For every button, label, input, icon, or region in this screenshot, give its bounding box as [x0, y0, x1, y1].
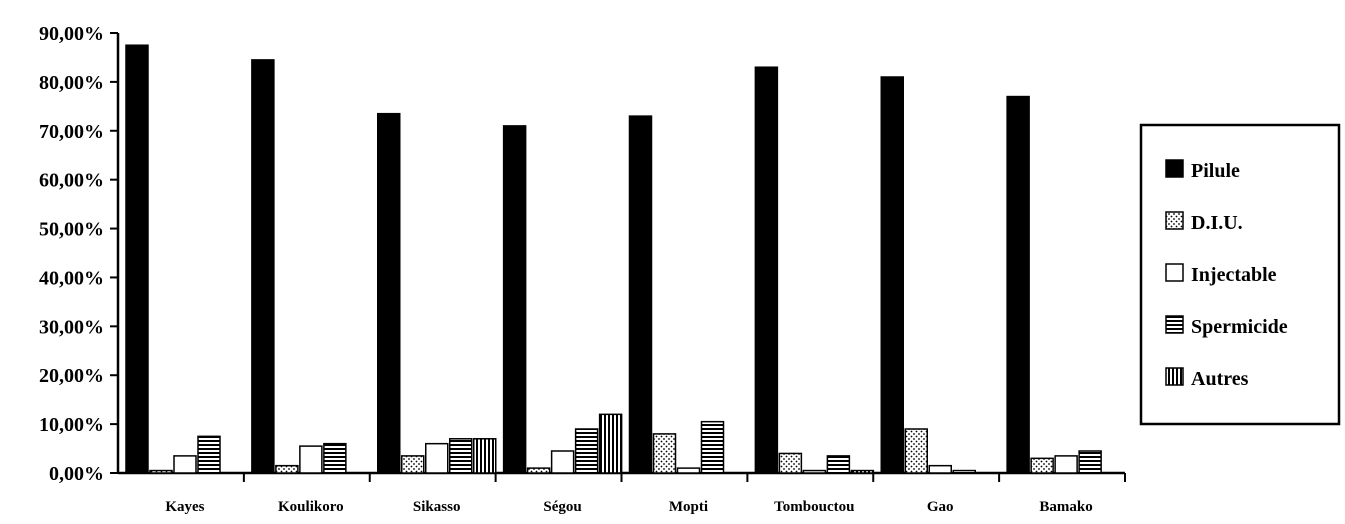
bar-injectable-0 — [173, 455, 197, 474]
bar-injectable-1 — [299, 445, 323, 474]
bar-pilule-3 — [502, 125, 527, 474]
bar-pilule-6 — [880, 76, 904, 474]
legend-label: D.I.U. — [1191, 212, 1243, 234]
bar-diu-4 — [652, 433, 677, 474]
x-tick-label: Sikasso — [413, 499, 461, 515]
bar-diu-2 — [401, 455, 425, 474]
legend-box — [1139, 123, 1341, 426]
bar-diu-7 — [1030, 457, 1054, 474]
x-tick-label: Koulikoro — [278, 499, 344, 515]
bar-autres-5 — [850, 469, 875, 474]
legend-label: Spermicide — [1191, 316, 1288, 338]
x-axis: Kayes Koulikoro Sikasso Ségou Mopti Tomboucto… — [118, 471, 1126, 515]
y-tick-label: 20,00% — [39, 365, 104, 387]
y-tick-label: 0,00% — [49, 463, 104, 485]
bar-diu-6 — [904, 428, 928, 474]
y-tick-label: 90,00% — [39, 23, 104, 45]
y-tick-label: 80,00% — [39, 72, 104, 94]
bar-diu-5 — [778, 452, 803, 474]
legend-swatch — [1165, 211, 1184, 230]
bar-spermicide-6 — [952, 469, 976, 474]
legend-swatch — [1165, 367, 1184, 386]
bar-pilule-5 — [754, 66, 779, 474]
legend-swatch — [1165, 159, 1184, 178]
legend-swatch — [1165, 263, 1184, 282]
y-tick-label: 70,00% — [39, 121, 104, 143]
bars — [125, 44, 1102, 474]
bar-autres-3 — [598, 413, 623, 474]
bar-injectable-6 — [928, 464, 952, 474]
y-axis: 0,00% 10,00% 20,00% 30,00% 40,00% 50,00% 60,00… — [39, 23, 120, 485]
bar-pilule-2 — [377, 112, 401, 474]
y-tick-label: 50,00% — [39, 219, 104, 241]
bar-spermicide-2 — [449, 438, 473, 474]
bar-spermicide-0 — [197, 435, 221, 474]
bar-spermicide-5 — [826, 455, 851, 474]
legend-label: Pilule — [1191, 160, 1240, 182]
bar-pilule-7 — [1006, 95, 1030, 474]
bar-injectable-4 — [676, 467, 701, 474]
legend-label: Autres — [1191, 368, 1249, 390]
bar-diu-0 — [149, 469, 173, 474]
x-tick-label: Gao — [927, 499, 954, 515]
bar-spermicide-3 — [574, 428, 599, 474]
bar-injectable-7 — [1054, 455, 1078, 474]
x-tick-label: Bamako — [1039, 499, 1092, 515]
bar-pilule-1 — [251, 59, 275, 474]
y-tick-label: 40,00% — [39, 267, 104, 289]
bar-pilule-0 — [125, 44, 149, 474]
y-tick-label: 60,00% — [39, 170, 104, 192]
x-tick-label: Kayes — [165, 499, 204, 515]
bar-diu-1 — [275, 464, 299, 474]
legend-swatch — [1165, 315, 1184, 334]
bar-injectable-3 — [550, 450, 575, 474]
x-tick-label: Tombouctou — [774, 499, 854, 515]
legend: Pilule D.I.U. Injectable Spermicide Autres — [1139, 123, 1341, 426]
bar-autres-2 — [473, 438, 497, 474]
bar-spermicide-7 — [1078, 450, 1102, 474]
bar-spermicide-4 — [700, 420, 725, 474]
x-tick-label: Ségou — [543, 499, 581, 515]
legend-label: Injectable — [1191, 264, 1277, 286]
bar-spermicide-1 — [323, 442, 347, 474]
y-tick-label: 10,00% — [39, 414, 104, 436]
y-tick-label: 30,00% — [39, 316, 104, 338]
bar-pilule-4 — [628, 115, 653, 474]
bar-diu-3 — [526, 467, 551, 474]
bar-injectable-5 — [802, 469, 827, 474]
x-tick-label: Mopti — [669, 499, 708, 515]
bar-injectable-2 — [425, 442, 449, 474]
